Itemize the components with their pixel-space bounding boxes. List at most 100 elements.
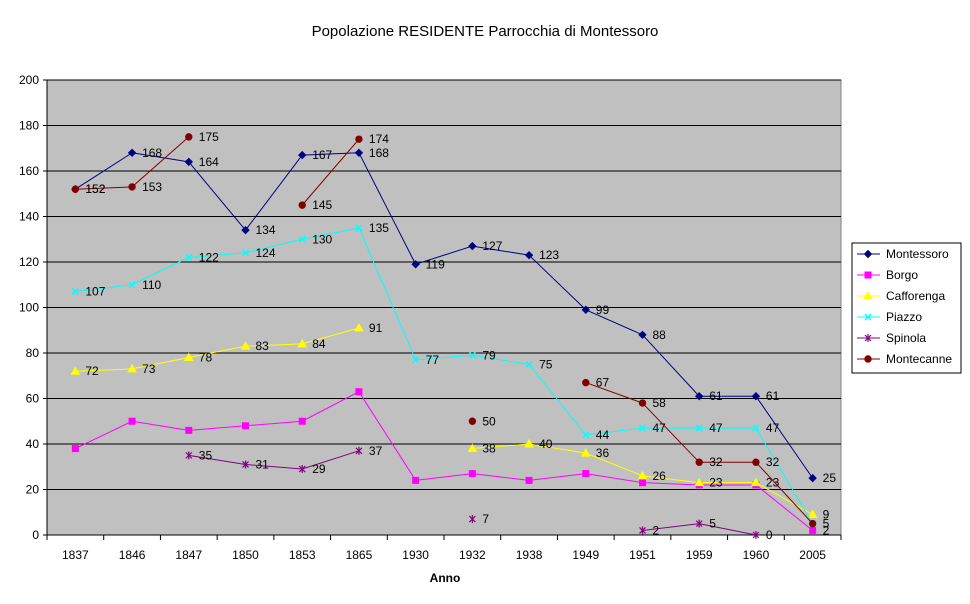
data-point — [71, 288, 79, 296]
data-label: 167 — [312, 148, 332, 162]
series-line-segment — [755, 482, 813, 515]
data-label: 35 — [199, 448, 213, 462]
legend-label: Montessoro — [886, 247, 949, 261]
data-point — [695, 424, 703, 432]
data-point — [185, 253, 193, 261]
data-point — [468, 470, 476, 478]
data-point — [808, 519, 817, 528]
data-point — [71, 185, 80, 193]
data-label: 107 — [85, 285, 105, 299]
series-line-segment — [302, 327, 360, 345]
data-label: 23 — [709, 476, 723, 490]
legend-marker — [864, 271, 872, 279]
data-point — [128, 417, 136, 425]
series-line-segment — [755, 427, 814, 524]
series-line-segment — [358, 227, 417, 361]
series-line-segment — [585, 382, 643, 404]
data-point — [639, 526, 646, 535]
data-point — [355, 388, 363, 396]
legend-item-borgo: Borgo — [857, 268, 918, 282]
data-label: 130 — [312, 232, 332, 246]
data-point — [412, 356, 420, 364]
series-line-segment — [528, 364, 587, 436]
x-tick-label: 1853 — [289, 548, 316, 562]
data-label: 72 — [85, 364, 99, 378]
series-line-segment — [131, 256, 190, 286]
data-label: 135 — [369, 221, 389, 235]
data-label: 0 — [766, 528, 773, 542]
data-label: 77 — [426, 353, 440, 367]
series-line-segment — [585, 452, 643, 477]
series-line-segment — [585, 309, 643, 336]
series-spinola: 35 31 29 37 7 2 5 0 — [185, 444, 773, 542]
data-label: 36 — [596, 446, 610, 460]
data-label: 7 — [482, 512, 489, 526]
data-label: 5 — [823, 517, 830, 531]
series-line-segment — [529, 473, 586, 481]
series-line-segment — [131, 420, 189, 431]
data-point — [809, 526, 817, 534]
y-tick-label: 140 — [19, 210, 39, 224]
data-point — [468, 241, 477, 251]
data-label: 153 — [142, 180, 162, 194]
data-label: 134 — [256, 223, 276, 237]
data-point — [298, 150, 307, 160]
series-line-segment — [358, 152, 417, 265]
data-point — [752, 424, 760, 432]
data-label: 9 — [823, 508, 830, 522]
x-tick-label: 2005 — [799, 548, 826, 562]
y-tick-label: 180 — [19, 119, 39, 133]
data-label: 174 — [369, 132, 389, 146]
series-line-segment — [472, 245, 530, 256]
series-cafforenga: 72 73 78 83 84 91 38 40 36 26 23 23 9 — [70, 321, 830, 522]
data-point — [128, 183, 136, 191]
data-label: 61 — [766, 389, 780, 403]
legend-item-cafforenga: Cafforenga — [857, 289, 945, 303]
data-label: 37 — [369, 444, 383, 458]
data-label: 119 — [426, 257, 445, 271]
data-point — [752, 531, 760, 539]
series-line-segment — [415, 245, 473, 265]
data-point — [411, 260, 420, 269]
data-label: 5 — [709, 517, 716, 531]
data-label: 91 — [369, 321, 383, 335]
data-label: 145 — [312, 198, 332, 212]
series-line-segment — [131, 152, 189, 163]
series-line-segment — [642, 475, 700, 484]
series-line-segment — [188, 345, 246, 359]
data-point — [241, 249, 250, 257]
data-label: 2 — [653, 523, 660, 537]
data-label: 83 — [256, 339, 270, 353]
legend-label: Montecanne — [886, 352, 952, 366]
data-point — [468, 515, 476, 524]
data-point — [298, 417, 306, 425]
data-label: 127 — [482, 239, 502, 253]
data-point — [185, 133, 193, 141]
series-line-segment — [642, 482, 700, 486]
data-label: 47 — [709, 421, 723, 435]
x-tick-label: 1960 — [743, 548, 770, 562]
data-point — [582, 378, 590, 387]
series-line-segment — [472, 473, 530, 481]
data-point — [525, 476, 533, 484]
y-tick-label: 160 — [19, 164, 39, 178]
legend-item-montecanne: Montecanne — [857, 352, 952, 366]
legend-label: Cafforenga — [886, 289, 945, 303]
data-label: 23 — [766, 476, 780, 490]
y-tick-label: 120 — [19, 255, 39, 269]
data-label: 50 — [482, 414, 496, 428]
series-line-segment — [75, 186, 133, 190]
series-line-segment — [131, 136, 190, 188]
x-tick-label: 1865 — [346, 548, 373, 562]
data-label: 40 — [539, 437, 553, 451]
data-point — [297, 338, 308, 348]
data-point — [639, 479, 646, 487]
series-line-segment — [245, 238, 303, 254]
data-point — [298, 235, 306, 243]
data-label: 32 — [709, 455, 723, 469]
data-point — [582, 470, 590, 478]
data-label: 26 — [653, 469, 667, 483]
series-line-segment — [245, 343, 303, 347]
data-point — [183, 352, 194, 362]
